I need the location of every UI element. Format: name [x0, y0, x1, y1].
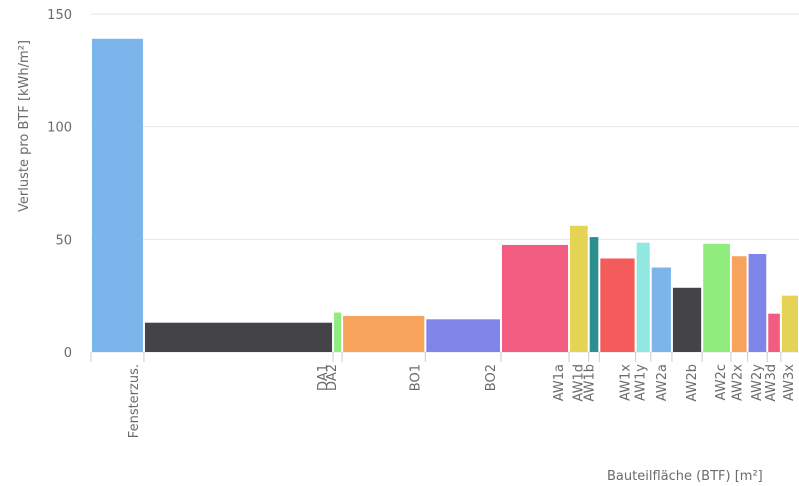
- bar[interactable]: [145, 323, 332, 352]
- bar[interactable]: [590, 237, 599, 352]
- x-tick-label: Fensterzus.: [127, 364, 142, 438]
- y-tick-label: 50: [55, 233, 72, 248]
- x-tick-label: BO2: [484, 364, 499, 391]
- bar[interactable]: [782, 296, 798, 352]
- bar[interactable]: [703, 244, 730, 352]
- bar[interactable]: [426, 319, 500, 352]
- y-tick-labels: 0 50 100 150: [47, 8, 72, 361]
- x-tick-label: AW2c: [714, 364, 729, 400]
- x-tick-label: AW3d: [764, 364, 779, 402]
- bar[interactable]: [92, 39, 143, 352]
- bar[interactable]: [570, 226, 588, 352]
- bar[interactable]: [343, 316, 424, 352]
- x-tick-label: AW2a: [655, 364, 670, 401]
- bar[interactable]: [502, 245, 568, 352]
- bars: [92, 39, 798, 352]
- x-tick-label: AW1y: [634, 364, 649, 401]
- bar[interactable]: [732, 256, 747, 352]
- y-tick-label: 100: [47, 121, 72, 136]
- x-tick-label: DA2: [325, 364, 340, 391]
- x-tick-label: AW1b: [582, 364, 597, 402]
- x-tick-label: AW3x: [782, 364, 797, 401]
- y-tick-label: 150: [47, 8, 72, 23]
- x-tick-label: AW1a: [552, 364, 567, 401]
- bar[interactable]: [600, 258, 634, 352]
- bar[interactable]: [673, 288, 701, 352]
- bar[interactable]: [637, 243, 650, 352]
- x-tick-label: AW2b: [685, 364, 700, 402]
- x-tick-label: AW2x: [731, 364, 746, 401]
- bar[interactable]: [768, 314, 780, 352]
- y-tick-label: 0: [64, 346, 72, 361]
- bar[interactable]: [652, 268, 671, 353]
- bar[interactable]: [334, 313, 341, 352]
- x-axis-title: Bauteilfläche (BTF) [m²]: [607, 469, 763, 484]
- y-axis-title: Verluste pro BTF [kWh/m²]: [17, 40, 32, 212]
- x-tick-label: BO1: [408, 364, 423, 391]
- x-tick-label: AW1x: [619, 364, 634, 401]
- bar[interactable]: [749, 254, 767, 352]
